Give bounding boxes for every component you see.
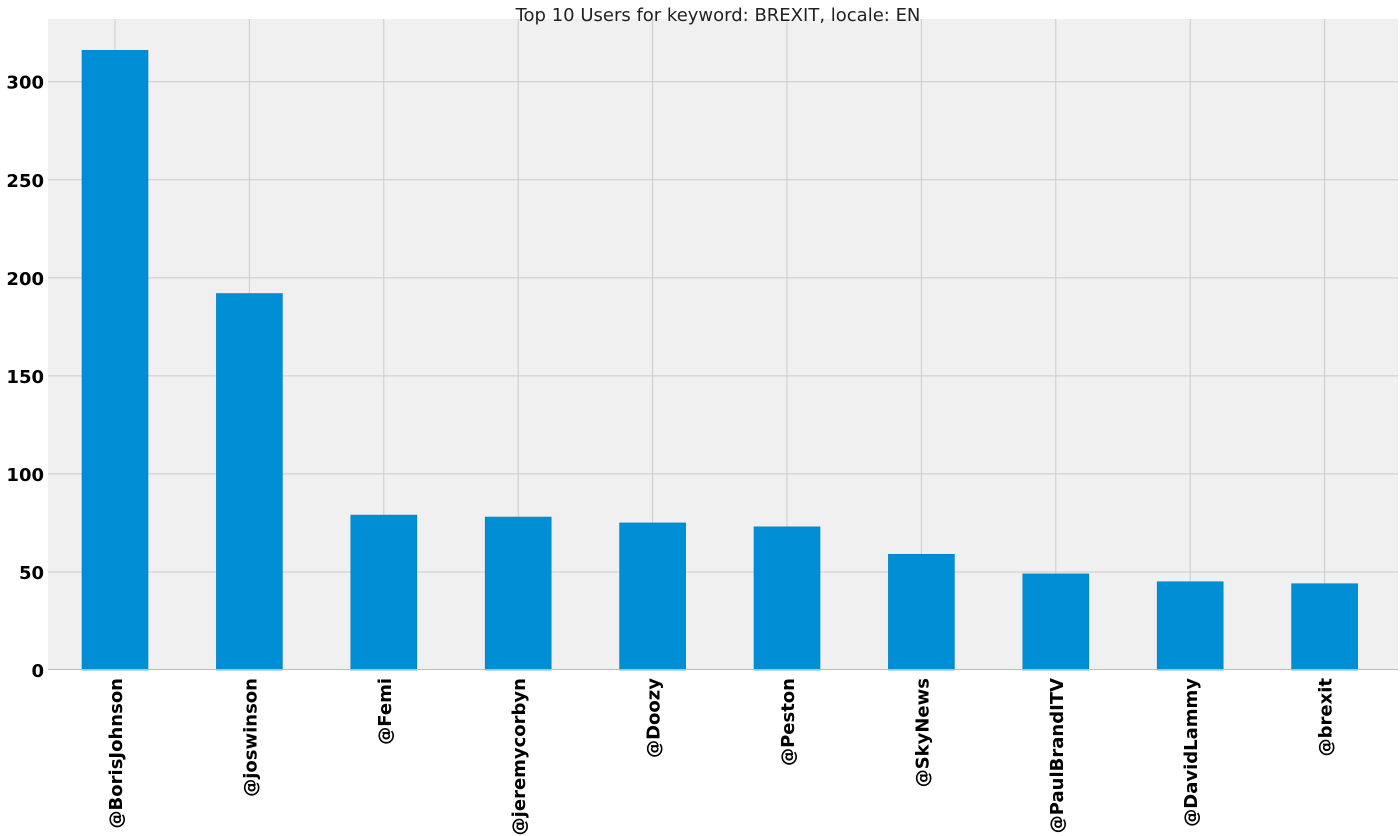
- x-axis-ticks: @BorisJohnson @joswinson @Femi @jeremycorby…: [106, 678, 1337, 836]
- bar: [81, 50, 149, 671]
- y-tick-label: 100: [6, 465, 44, 486]
- bars: [81, 50, 1358, 671]
- x-tick-label: @Femi: [375, 678, 396, 745]
- y-tick-label: 50: [19, 563, 44, 584]
- y-tick-label: 250: [6, 171, 44, 192]
- bar: [888, 554, 955, 671]
- y-tick-label: 300: [6, 73, 44, 94]
- x-tick-label: @SkyNews: [912, 678, 933, 787]
- x-tick-label: @DavidLammy: [1181, 678, 1202, 827]
- y-tick-label: 0: [31, 661, 44, 682]
- x-tick-label: @jeremycorbyn: [509, 678, 530, 835]
- bar: [753, 526, 821, 671]
- bar: [1156, 581, 1224, 671]
- y-tick-label: 150: [6, 367, 44, 388]
- chart-title: Top 10 Users for keyword: BREXIT, locale…: [515, 5, 921, 26]
- x-tick-label: @joswinson: [240, 678, 261, 797]
- x-tick-label: @BorisJohnson: [106, 678, 127, 828]
- y-axis-ticks: 0 50 100 150 200 250 300: [6, 73, 44, 682]
- x-tick-label: @brexit: [1316, 678, 1337, 757]
- x-tick-label: @PaulBrandITV: [1047, 678, 1068, 833]
- bar: [1022, 573, 1090, 671]
- y-tick-label: 200: [6, 269, 44, 290]
- x-tick-label: @Doozy: [644, 678, 665, 758]
- bar: [484, 516, 552, 671]
- x-tick-label: @Peston: [778, 678, 799, 766]
- bar: [1291, 583, 1358, 671]
- bar: [216, 293, 283, 671]
- bar: [619, 522, 686, 671]
- bar: [350, 514, 418, 671]
